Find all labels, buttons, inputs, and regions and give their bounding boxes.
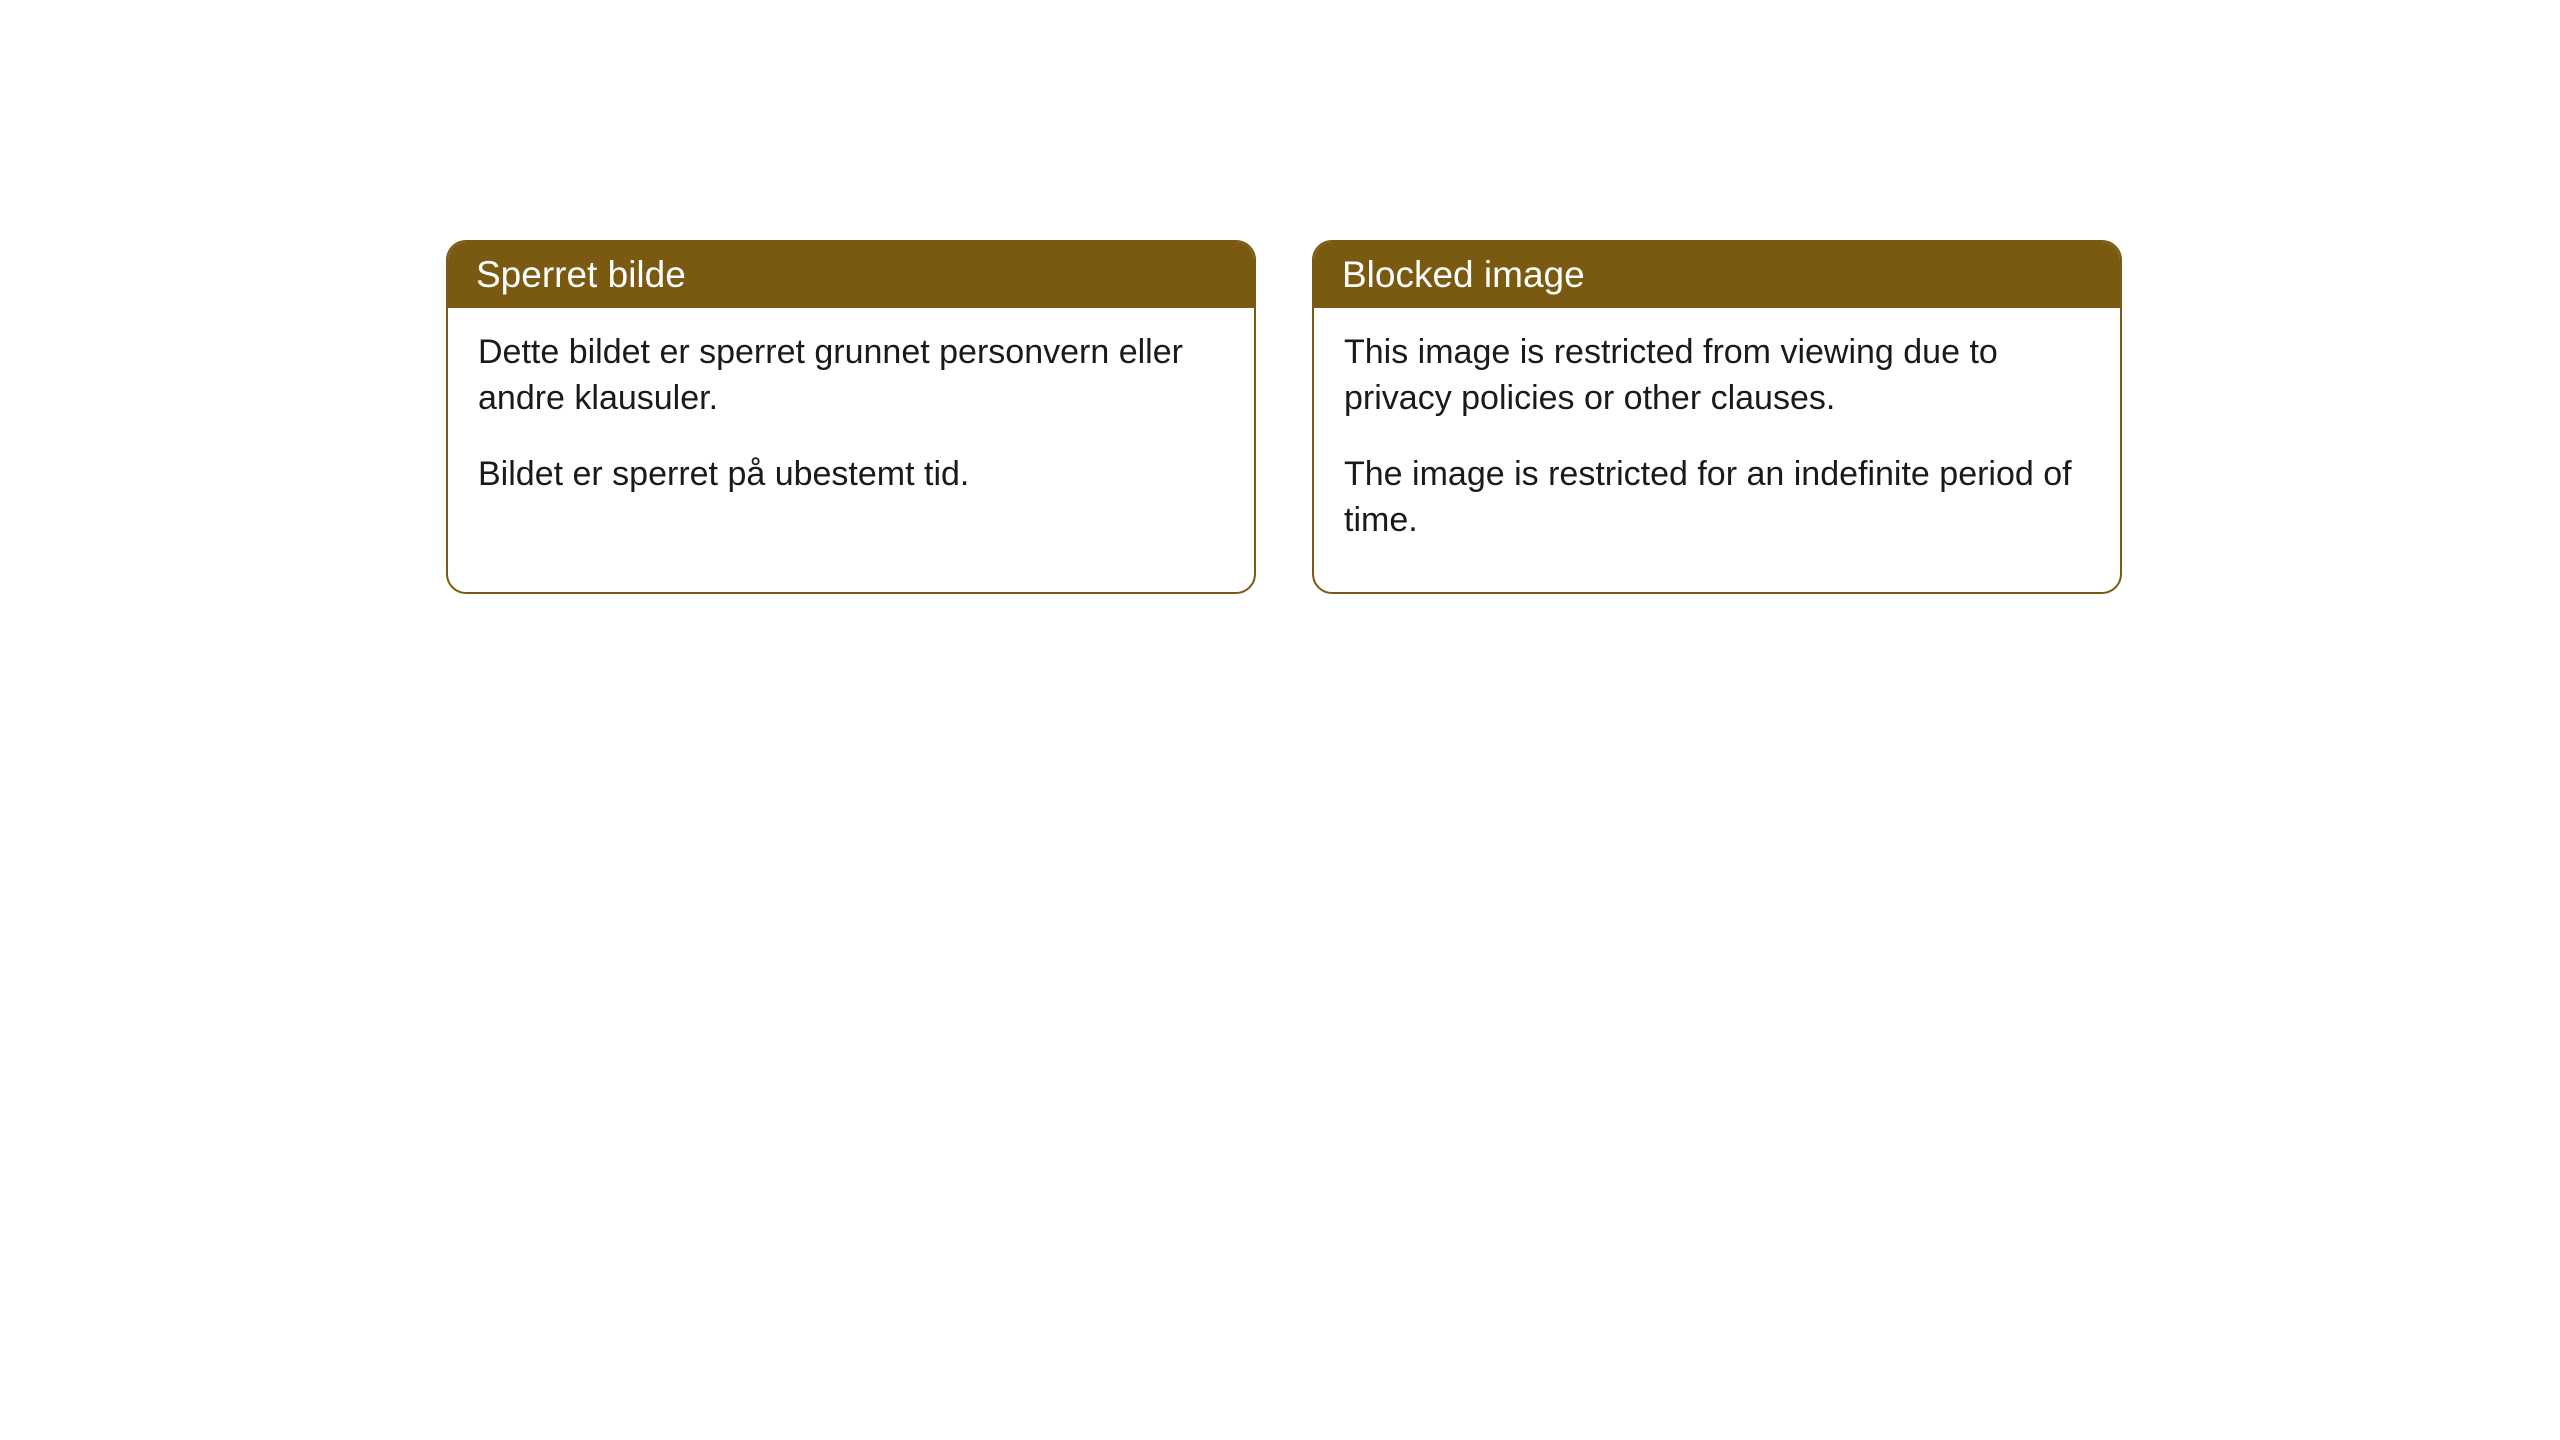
card-body: Dette bildet er sperret grunnet personve… <box>448 308 1254 546</box>
notice-card-norwegian: Sperret bilde Dette bildet er sperret gr… <box>446 240 1256 594</box>
card-header: Sperret bilde <box>448 242 1254 308</box>
card-paragraph: Dette bildet er sperret grunnet personve… <box>478 330 1224 422</box>
card-header: Blocked image <box>1314 242 2120 308</box>
notice-cards-container: Sperret bilde Dette bildet er sperret gr… <box>446 240 2560 594</box>
card-paragraph: Bildet er sperret på ubestemt tid. <box>478 452 1224 498</box>
notice-card-english: Blocked image This image is restricted f… <box>1312 240 2122 594</box>
card-body: This image is restricted from viewing du… <box>1314 308 2120 592</box>
card-paragraph: The image is restricted for an indefinit… <box>1344 452 2090 544</box>
card-paragraph: This image is restricted from viewing du… <box>1344 330 2090 422</box>
